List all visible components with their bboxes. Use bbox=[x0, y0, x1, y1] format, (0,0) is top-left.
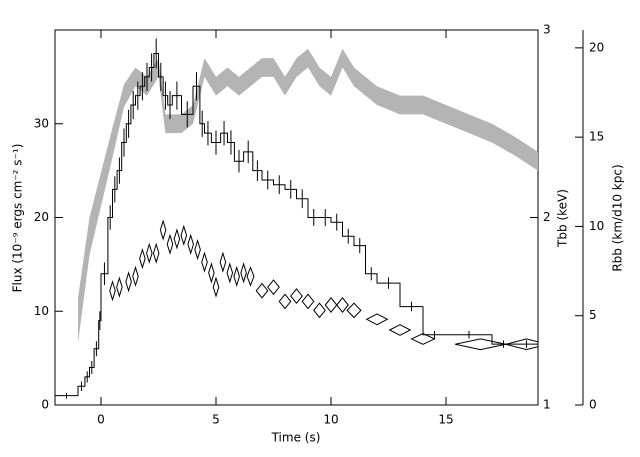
mark-layer bbox=[55, 38, 538, 399]
radius-diamond bbox=[233, 265, 240, 288]
radius-diamond bbox=[166, 233, 174, 255]
radius-diamond bbox=[246, 266, 255, 287]
radius-diamond bbox=[226, 262, 234, 284]
radius-diamond bbox=[219, 251, 227, 273]
y-tick-label: 30 bbox=[34, 116, 49, 130]
radius-diamond bbox=[278, 293, 292, 310]
y2-axis-label: Tbb (keV) bbox=[556, 189, 570, 248]
radius-diamond bbox=[313, 302, 326, 319]
radius-diamond bbox=[324, 297, 338, 313]
radius-diamond bbox=[290, 288, 303, 305]
x-tick-label: 0 bbox=[97, 413, 105, 427]
radius-diamond bbox=[194, 239, 201, 261]
y2-tick-label: 2 bbox=[543, 210, 551, 224]
x-tick-label: 15 bbox=[438, 413, 453, 427]
radius-diamond bbox=[240, 262, 247, 284]
y2-tick-label: 3 bbox=[543, 23, 551, 37]
radius-diamond bbox=[365, 313, 389, 326]
band-layer bbox=[78, 48, 538, 344]
radius-diamond bbox=[132, 265, 139, 288]
temperature-band bbox=[78, 48, 538, 344]
radius-diamond bbox=[255, 282, 269, 299]
radius-diamond bbox=[208, 262, 215, 284]
y-tick-label: 20 bbox=[34, 210, 49, 224]
y-tick-label: 0 bbox=[41, 398, 49, 412]
radius-diamond bbox=[346, 302, 362, 319]
radius-diamond bbox=[301, 293, 315, 310]
radius-diamond bbox=[336, 297, 349, 313]
radius-diamond bbox=[159, 219, 167, 241]
radius-diamond bbox=[116, 276, 123, 298]
y3-tick-label: 0 bbox=[589, 398, 597, 412]
y3-tick-label: 5 bbox=[589, 308, 597, 322]
radius-diamond bbox=[109, 280, 116, 302]
radius-diamond bbox=[267, 279, 280, 296]
radius-diamond bbox=[201, 251, 208, 273]
y3-axis-label: Rbb (km/d10 kpc) bbox=[611, 164, 625, 271]
radius-diamond bbox=[187, 233, 194, 255]
radius-diamond bbox=[388, 324, 412, 336]
radius-diamond bbox=[125, 271, 132, 293]
radius-diamond bbox=[139, 247, 146, 270]
radius-diamond bbox=[152, 242, 160, 264]
y-tick-label: 10 bbox=[34, 304, 49, 318]
radius-diamond bbox=[503, 338, 538, 351]
y2-tick-label: 1 bbox=[543, 398, 551, 412]
radius-diamond bbox=[180, 224, 188, 246]
x-tick-label: 10 bbox=[323, 413, 338, 427]
radius-diamond bbox=[212, 276, 220, 298]
x-axis-label: Time (s) bbox=[271, 431, 321, 445]
x-tick-label: 5 bbox=[212, 413, 220, 427]
y-axis-label: Flux (10⁻⁹ ergs cm⁻² s⁻¹) bbox=[11, 144, 25, 293]
flux-step-line bbox=[55, 52, 538, 397]
y3-tick-label: 10 bbox=[589, 219, 604, 233]
y3-tick-label: 15 bbox=[589, 130, 604, 144]
radius-diamond bbox=[146, 242, 153, 264]
y3-tick-label: 20 bbox=[589, 40, 604, 54]
radius-diamond bbox=[173, 228, 181, 250]
radius-diamond bbox=[410, 333, 436, 345]
